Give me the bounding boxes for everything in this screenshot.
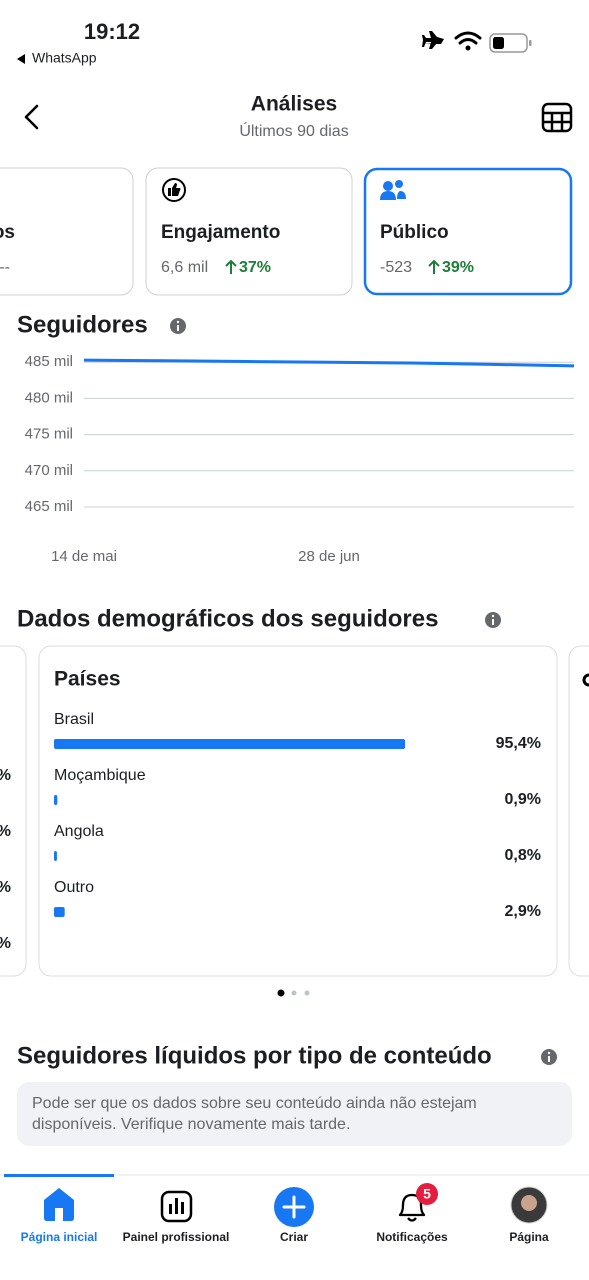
home-door <box>55 1208 63 1221</box>
battery-tip <box>529 40 532 46</box>
notice-text: disponíveis. Verifique novamente mais ta… <box>32 1116 350 1133</box>
category-label: Moçambique <box>54 767 146 784</box>
card-fragments: %%%% <box>0 767 11 952</box>
page-dot <box>291 990 297 996</box>
bar-chart: Brasil 95,4% Moçambique 0,9% Angola 0,8% Outro… <box>54 711 541 920</box>
card-icon <box>582 673 589 687</box>
badge <box>416 1183 438 1205</box>
battery <box>489 33 528 53</box>
up-arrow <box>428 259 440 274</box>
tab-labels: Página inicial Painel profissional Criar No… <box>21 1230 549 1244</box>
back-button[interactable] <box>24 104 39 130</box>
card-change: 37% <box>239 259 271 276</box>
page-dot-active <box>277 989 285 997</box>
tab-label[interactable]: Painel profissional <box>123 1230 230 1244</box>
info-icon[interactable] <box>170 318 186 334</box>
y-tick-label: 470 mil <box>25 462 73 479</box>
dashboard-bars <box>169 1198 184 1214</box>
card-change: 39% <box>442 259 474 276</box>
category-label: Brasil <box>54 711 94 728</box>
back-triangle <box>17 54 25 64</box>
category-label: Outro <box>54 879 94 896</box>
demographics-card[interactable] <box>568 645 589 977</box>
wifi-icon <box>454 31 482 45</box>
demographics-card[interactable] <box>0 645 27 977</box>
bar <box>54 739 406 749</box>
notice-box <box>17 1082 572 1146</box>
table-button[interactable] <box>541 102 573 133</box>
section-title: Dados demográficos dos seguidores <box>17 605 438 632</box>
metric-card-selected[interactable] <box>363 167 573 296</box>
info-icon[interactable] <box>541 1049 557 1065</box>
engagement-icon <box>162 178 186 202</box>
card-title: Engajamento <box>161 222 280 243</box>
avatar-face <box>521 1195 537 1211</box>
y-tick-label: 475 mil <box>25 426 73 443</box>
airplane-icon <box>422 31 444 49</box>
card-title: Países <box>54 668 121 691</box>
clock: 19:12 <box>84 19 140 44</box>
section-title: Seguidores líquidos por tipo de conteúdo <box>17 1042 492 1069</box>
line-chart: 465 mil 470 mil 475 mil 480 mil 485 mil 14 de… <box>25 353 575 565</box>
section-title: Seguidores <box>17 311 148 338</box>
page-title: Análises <box>251 93 337 116</box>
value-label: 2,9% <box>505 903 541 920</box>
home-icon[interactable] <box>44 1188 74 1221</box>
x-tick-label: 28 de jun <box>298 548 360 565</box>
up-arrow <box>225 259 237 274</box>
y-tick-label: 465 mil <box>25 498 73 515</box>
category-label: Angola <box>54 823 104 840</box>
bell-icon[interactable] <box>398 1193 426 1222</box>
card-title: os <box>0 222 15 243</box>
bar <box>54 907 65 917</box>
fragment: % <box>0 935 11 952</box>
dashboard-icon[interactable] <box>160 1190 193 1223</box>
card-value: -- <box>0 259 10 276</box>
notice-text: Pode ser que os dados sobre seu conteúdo… <box>32 1095 477 1112</box>
bar <box>54 851 57 861</box>
wifi-dot <box>465 45 471 51</box>
fragment: % <box>0 879 11 896</box>
card-title: Público <box>380 222 449 243</box>
value-label: 0,9% <box>505 791 541 808</box>
metric-card[interactable] <box>145 167 353 296</box>
x-tick-label: 14 de mai <box>51 548 117 565</box>
card-value: -523 <box>380 259 412 276</box>
fragment: % <box>0 823 11 840</box>
value-label: 0,8% <box>505 847 541 864</box>
tab-label[interactable]: Criar <box>280 1230 308 1244</box>
bar <box>54 795 58 805</box>
page-subtitle: Últimos 90 dias <box>239 121 348 140</box>
info-icon[interactable] <box>485 612 501 628</box>
audience-icon <box>380 180 406 200</box>
page-dot <box>304 990 310 996</box>
y-tick-label: 485 mil <box>25 353 73 370</box>
followers-line <box>83 358 575 368</box>
back-app[interactable]: WhatsApp <box>32 50 97 66</box>
active-indicator <box>4 1174 114 1177</box>
fragment: % <box>0 767 11 784</box>
badge-count: 5 <box>423 1186 431 1202</box>
tab-label[interactable]: Página inicial <box>21 1230 98 1244</box>
value-label: 95,4% <box>496 735 541 752</box>
tab-label[interactable]: Notificações <box>376 1230 448 1244</box>
metric-card[interactable] <box>0 167 134 296</box>
battery-level <box>493 37 504 49</box>
tab-label[interactable]: Página <box>509 1230 549 1244</box>
card-value: 6,6 mil <box>161 259 208 276</box>
y-tick-label: 480 mil <box>25 389 73 406</box>
demographics-card[interactable] <box>38 645 558 977</box>
create-plus <box>282 1195 306 1219</box>
